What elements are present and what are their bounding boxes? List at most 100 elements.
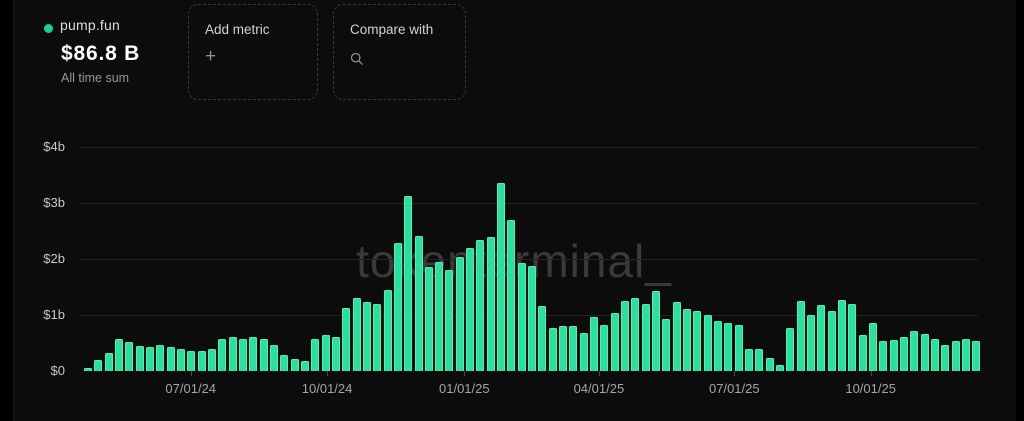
bar[interactable] xyxy=(228,337,237,371)
bar[interactable] xyxy=(755,348,764,371)
bar[interactable] xyxy=(269,345,278,371)
bar[interactable] xyxy=(600,324,609,371)
bar[interactable] xyxy=(920,334,929,371)
bar[interactable] xyxy=(548,327,557,371)
bar[interactable] xyxy=(930,339,939,371)
bar[interactable] xyxy=(455,257,464,371)
bar[interactable] xyxy=(197,350,206,371)
bar[interactable] xyxy=(610,312,619,371)
bar[interactable] xyxy=(786,328,795,371)
bar[interactable] xyxy=(817,304,826,371)
x-axis-tick xyxy=(464,371,466,376)
bar[interactable] xyxy=(166,346,175,371)
bar[interactable] xyxy=(414,236,423,371)
bar[interactable] xyxy=(734,325,743,371)
bar[interactable] xyxy=(662,319,671,371)
bar[interactable] xyxy=(858,335,867,371)
bar[interactable] xyxy=(156,345,165,371)
bar[interactable] xyxy=(290,359,299,371)
bar[interactable] xyxy=(837,299,846,371)
bar[interactable] xyxy=(84,368,92,371)
bar[interactable] xyxy=(672,301,681,371)
bar[interactable] xyxy=(724,322,733,371)
bar[interactable] xyxy=(259,338,268,371)
bar[interactable] xyxy=(218,339,227,371)
bar[interactable] xyxy=(806,315,815,371)
bar[interactable] xyxy=(187,350,196,371)
bar[interactable] xyxy=(848,303,857,371)
bar[interactable] xyxy=(125,341,134,371)
bar[interactable] xyxy=(342,308,351,371)
bar[interactable] xyxy=(476,239,485,371)
bar[interactable] xyxy=(94,359,103,371)
bar[interactable] xyxy=(331,337,340,371)
bar[interactable] xyxy=(404,195,413,371)
bar[interactable] xyxy=(362,301,371,371)
bar[interactable] xyxy=(899,337,908,371)
bar[interactable] xyxy=(579,332,588,371)
bar[interactable] xyxy=(373,303,382,371)
bar[interactable] xyxy=(249,336,258,371)
bar[interactable] xyxy=(559,326,568,371)
bar[interactable] xyxy=(796,301,805,371)
y-axis-tick-label: $2b xyxy=(43,251,65,266)
bar[interactable] xyxy=(961,338,970,371)
compare-with-label: Compare with xyxy=(350,22,434,37)
bar[interactable] xyxy=(300,361,309,371)
x-axis-tick xyxy=(598,371,600,376)
bar[interactable] xyxy=(104,352,113,371)
bar[interactable] xyxy=(311,339,320,371)
bar[interactable] xyxy=(538,306,547,371)
bar[interactable] xyxy=(114,338,123,371)
bar[interactable] xyxy=(714,320,723,371)
bar[interactable] xyxy=(941,345,950,371)
bar[interactable] xyxy=(280,354,289,371)
bar[interactable] xyxy=(528,266,537,371)
bar[interactable] xyxy=(383,289,392,371)
bar[interactable] xyxy=(775,364,784,371)
bar[interactable] xyxy=(951,341,960,371)
asset-name[interactable]: pump.fun xyxy=(60,17,120,33)
compare-with-button[interactable]: Compare with xyxy=(333,4,466,100)
bar[interactable] xyxy=(352,297,361,371)
bar[interactable] xyxy=(641,303,650,371)
bar[interactable] xyxy=(445,270,454,371)
bar[interactable] xyxy=(765,358,774,371)
bar[interactable] xyxy=(879,340,888,371)
bar[interactable] xyxy=(486,236,495,371)
bar[interactable] xyxy=(652,291,661,371)
x-axis-tick-label: 10/01/25 xyxy=(845,381,896,396)
bar[interactable] xyxy=(135,345,144,371)
bar[interactable] xyxy=(910,331,919,371)
bar[interactable] xyxy=(497,183,506,371)
bar[interactable] xyxy=(621,301,630,371)
bar[interactable] xyxy=(207,348,216,371)
asset-caption: All time sum xyxy=(61,71,130,85)
bar[interactable] xyxy=(424,266,433,371)
bar[interactable] xyxy=(889,340,898,371)
bar[interactable] xyxy=(238,338,247,371)
bar[interactable] xyxy=(145,346,154,371)
bar[interactable] xyxy=(321,335,330,371)
bar[interactable] xyxy=(507,219,516,371)
bar[interactable] xyxy=(569,326,578,371)
bar[interactable] xyxy=(972,340,981,371)
bar[interactable] xyxy=(466,248,475,371)
gridline xyxy=(81,203,978,204)
bar[interactable] xyxy=(176,349,185,371)
bar[interactable] xyxy=(631,297,640,371)
bar[interactable] xyxy=(683,309,692,371)
bar[interactable] xyxy=(827,311,836,371)
x-axis-tick xyxy=(190,371,192,376)
bar[interactable] xyxy=(868,322,877,371)
bar[interactable] xyxy=(393,243,402,371)
bar[interactable] xyxy=(703,315,712,371)
bar[interactable] xyxy=(435,261,444,371)
add-metric-button[interactable]: Add metric + xyxy=(188,4,318,100)
plus-icon: + xyxy=(205,46,217,67)
bar[interactable] xyxy=(745,349,753,371)
bar[interactable] xyxy=(590,316,599,371)
bar[interactable] xyxy=(693,310,702,371)
chart-panel: pump.fun $86.8 B All time sum Add metric… xyxy=(13,0,1016,421)
bar[interactable] xyxy=(517,263,526,371)
